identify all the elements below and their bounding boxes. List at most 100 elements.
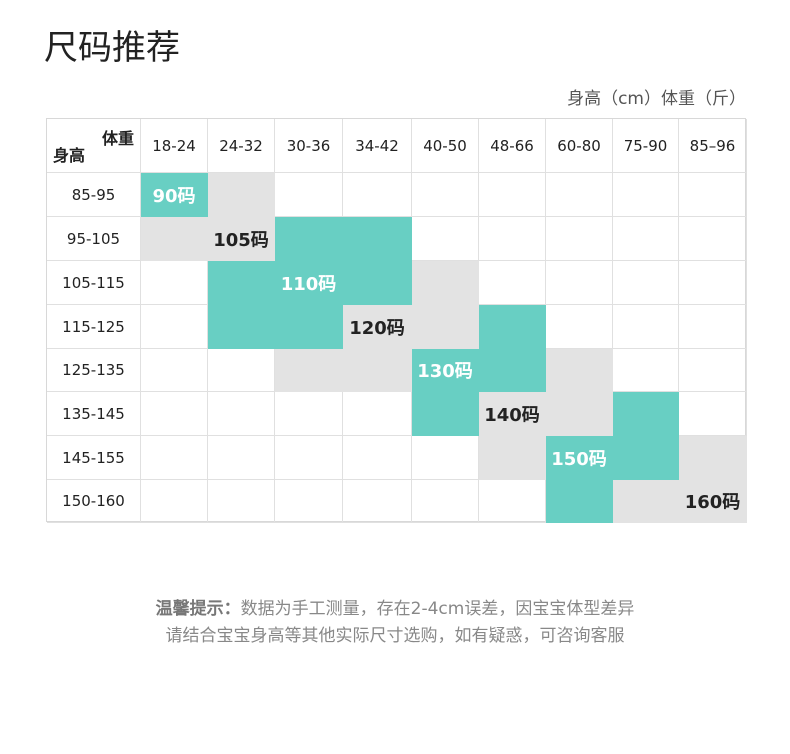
size-cell: 160码 [679, 480, 747, 523]
size-cell [679, 261, 747, 305]
note-line: 请结合宝宝身高等其他实际尺寸选购，如有疑惑，可咨询客服 [165, 626, 625, 646]
size-cell [479, 349, 546, 392]
size-cell [479, 480, 546, 523]
size-cell [679, 392, 747, 436]
size-cell [546, 261, 613, 305]
size-cell [412, 480, 479, 523]
size-cell: 105码 [208, 217, 275, 261]
size-cell [208, 261, 275, 305]
row-header: 150-160 [47, 480, 141, 523]
size-cell [141, 305, 208, 349]
column-header: 48-66 [479, 119, 546, 173]
size-cell [275, 480, 343, 523]
column-header: 30-36 [275, 119, 343, 173]
note-line: 数据为手工测量，存在2-4cm误差，因宝宝体型差异 [240, 599, 635, 619]
size-cell [275, 392, 343, 436]
size-cell [343, 261, 412, 305]
size-cell [412, 173, 479, 217]
size-cell [141, 392, 208, 436]
column-header: 85–96 [679, 119, 747, 173]
corner-label: 体重 [101, 129, 134, 148]
size-cell [479, 217, 546, 261]
size-label: 160码 [684, 492, 741, 513]
row-header: 105-115 [47, 261, 141, 305]
size-cell: 130码 [412, 349, 479, 392]
size-cell [613, 436, 679, 480]
size-cell [208, 173, 275, 217]
size-cell [613, 261, 679, 305]
size-label: 130码 [417, 361, 473, 382]
row-header: 135-145 [47, 392, 141, 436]
size-cell: 150码 [546, 436, 613, 480]
column-header: 75-90 [613, 119, 679, 173]
size-cell: 110码 [275, 261, 343, 305]
size-cell: 90码 [141, 173, 208, 217]
size-cell [679, 305, 747, 349]
size-cell [141, 480, 208, 523]
size-cell [141, 261, 208, 305]
size-label: 120码 [349, 317, 405, 339]
size-cell [275, 305, 343, 349]
size-label: 105码 [213, 229, 269, 251]
size-cell [479, 173, 546, 217]
size-cell [613, 392, 679, 436]
size-cell [412, 217, 479, 261]
size-cell [479, 305, 546, 349]
note: 温馨提示：数据为手工测量，存在2-4cm误差，因宝宝体型差异 请结合宝宝身高等其… [0, 596, 790, 650]
column-header: 34-42 [343, 119, 412, 173]
size-cell [275, 436, 343, 480]
size-cell [412, 436, 479, 480]
size-label: 150码 [551, 448, 607, 470]
size-cell [679, 349, 747, 392]
title: 尺码推荐 [44, 28, 180, 68]
row-header: 115-125 [47, 305, 141, 349]
size-cell [412, 392, 479, 436]
size-cell [275, 349, 343, 392]
size-cell [343, 349, 412, 392]
size-cell [613, 480, 679, 523]
size-cell [679, 217, 747, 261]
size-cell [343, 217, 412, 261]
size-cell [546, 173, 613, 217]
size-cell: 120码 [343, 305, 412, 349]
size-cell [208, 436, 275, 480]
size-cell [613, 173, 679, 217]
size-cell [343, 173, 412, 217]
size-cell [343, 436, 412, 480]
size-cell [343, 480, 412, 523]
size-table: 体重 身高 18-24 24-32 30-36 34-42 40-50 48-66 60-80 7… [46, 118, 747, 523]
size-cell [679, 173, 747, 217]
row-header: 145-155 [47, 436, 141, 480]
row-header: 85-95 [47, 173, 141, 217]
unit-note: 身高（cm）体重（斤） [567, 89, 746, 109]
size-cell [208, 392, 275, 436]
column-header: 24-32 [208, 119, 275, 173]
size-cell [479, 261, 546, 305]
corner-cell: 体重 身高 [47, 119, 141, 173]
size-cell [546, 217, 613, 261]
column-header: 40-50 [412, 119, 479, 173]
size-cell: 140码 [479, 392, 546, 436]
size-cell [412, 305, 479, 349]
size-cell [208, 349, 275, 392]
size-label: 140码 [484, 404, 540, 426]
size-cell [208, 480, 275, 523]
size-cell [613, 305, 679, 349]
size-cell [343, 392, 412, 436]
size-cell [141, 436, 208, 480]
size-cell [679, 436, 747, 480]
column-header: 18-24 [141, 119, 208, 173]
size-cell [275, 173, 343, 217]
size-cell [546, 305, 613, 349]
size-cell [546, 349, 613, 392]
size-cell [275, 217, 343, 261]
size-cell [141, 349, 208, 392]
row-header: 125-135 [47, 349, 141, 392]
size-cell [479, 436, 546, 480]
note-label: 温馨提示： [155, 599, 241, 619]
size-label: 90码 [152, 185, 196, 207]
size-cell [141, 217, 208, 261]
size-cell [412, 261, 479, 305]
size-cell [613, 217, 679, 261]
size-cell [546, 392, 613, 436]
